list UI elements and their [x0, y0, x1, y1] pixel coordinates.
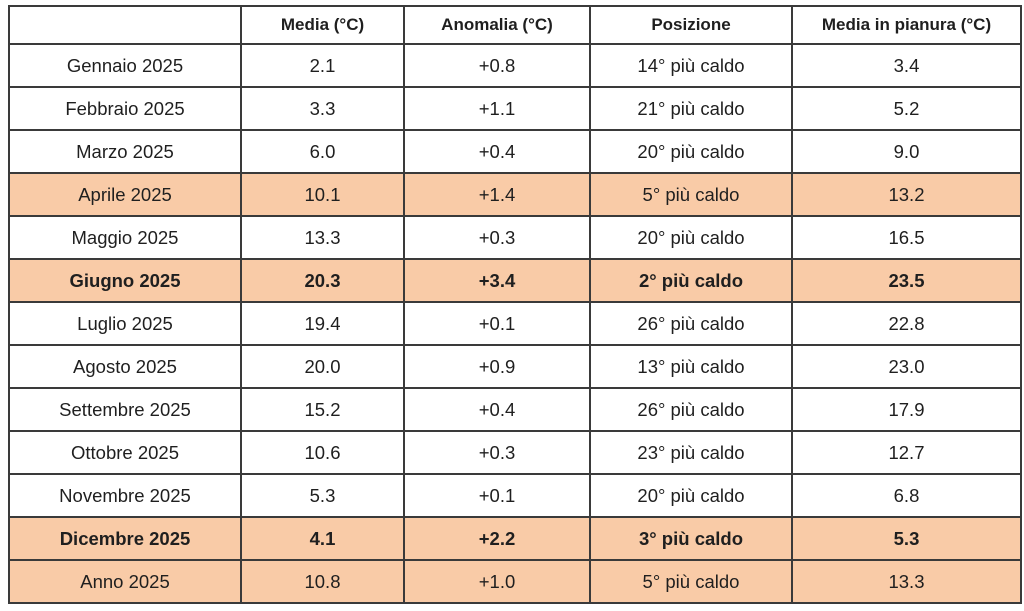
media-pianura-cell: 3.4 [791, 43, 1022, 88]
media-cell: 3.3 [240, 86, 405, 131]
month-cell: Febbraio 2025 [8, 86, 242, 131]
table-row: Gennaio 2025 2.1 +0.8 14° più caldo 3.4 [8, 43, 1022, 88]
media-pianura-cell: 23.5 [791, 258, 1022, 303]
header-row: Media (°C) Anomalia (°C) Posizione Media… [8, 5, 1022, 45]
anomalia-cell: +1.0 [403, 559, 591, 604]
media-pianura-cell: 5.2 [791, 86, 1022, 131]
posizione-cell: 20° più caldo [589, 215, 793, 260]
table-row: Maggio 2025 13.3 +0.3 20° più caldo 16.5 [8, 215, 1022, 260]
anomalia-cell: +1.1 [403, 86, 591, 131]
posizione-cell: 23° più caldo [589, 430, 793, 475]
anomalia-cell: +0.3 [403, 430, 591, 475]
media-cell: 4.1 [240, 516, 405, 561]
month-cell: Gennaio 2025 [8, 43, 242, 88]
table-row: Giugno 2025 20.3 +3.4 2° più caldo 23.5 [8, 258, 1022, 303]
posizione-cell: 26° più caldo [589, 387, 793, 432]
month-cell: Giugno 2025 [8, 258, 242, 303]
table-row: Febbraio 2025 3.3 +1.1 21° più caldo 5.2 [8, 86, 1022, 131]
posizione-cell: 13° più caldo [589, 344, 793, 389]
col-header-anomalia: Anomalia (°C) [403, 5, 591, 45]
col-header-media-pianura: Media in pianura (°C) [791, 5, 1022, 45]
month-cell: Settembre 2025 [8, 387, 242, 432]
anomalia-cell: +0.9 [403, 344, 591, 389]
month-cell: Marzo 2025 [8, 129, 242, 174]
table-row: Agosto 2025 20.0 +0.9 13° più caldo 23.0 [8, 344, 1022, 389]
table-row: Ottobre 2025 10.6 +0.3 23° più caldo 12.7 [8, 430, 1022, 475]
month-cell: Novembre 2025 [8, 473, 242, 518]
col-header-posizione: Posizione [589, 5, 793, 45]
media-cell: 10.1 [240, 172, 405, 217]
media-pianura-cell: 22.8 [791, 301, 1022, 346]
media-cell: 13.3 [240, 215, 405, 260]
media-pianura-cell: 9.0 [791, 129, 1022, 174]
table-row: Settembre 2025 15.2 +0.4 26° più caldo 17.9 [8, 387, 1022, 432]
monthly-climate-table: Media (°C) Anomalia (°C) Posizione Media… [8, 5, 1022, 604]
posizione-cell: 21° più caldo [589, 86, 793, 131]
table-row: Aprile 2025 10.1 +1.4 5° più caldo 13.2 [8, 172, 1022, 217]
anomalia-cell: +0.1 [403, 473, 591, 518]
media-cell: 6.0 [240, 129, 405, 174]
media-pianura-cell: 5.3 [791, 516, 1022, 561]
anomalia-cell: +0.1 [403, 301, 591, 346]
anomalia-cell: +1.4 [403, 172, 591, 217]
media-pianura-cell: 13.2 [791, 172, 1022, 217]
col-header-media: Media (°C) [240, 5, 405, 45]
media-pianura-cell: 23.0 [791, 344, 1022, 389]
posizione-cell: 14° più caldo [589, 43, 793, 88]
anomalia-cell: +0.4 [403, 129, 591, 174]
media-cell: 2.1 [240, 43, 405, 88]
anomalia-cell: +2.2 [403, 516, 591, 561]
media-pianura-cell: 12.7 [791, 430, 1022, 475]
month-cell: Dicembre 2025 [8, 516, 242, 561]
media-cell: 20.0 [240, 344, 405, 389]
media-cell: 10.8 [240, 559, 405, 604]
anomalia-cell: +0.8 [403, 43, 591, 88]
media-cell: 19.4 [240, 301, 405, 346]
month-cell: Maggio 2025 [8, 215, 242, 260]
media-cell: 5.3 [240, 473, 405, 518]
anomalia-cell: +0.4 [403, 387, 591, 432]
climate-table-container: Media (°C) Anomalia (°C) Posizione Media… [8, 5, 1022, 604]
media-pianura-cell: 13.3 [791, 559, 1022, 604]
month-cell: Agosto 2025 [8, 344, 242, 389]
table-row: Luglio 2025 19.4 +0.1 26° più caldo 22.8 [8, 301, 1022, 346]
month-cell: Luglio 2025 [8, 301, 242, 346]
col-header-month [8, 5, 242, 45]
media-pianura-cell: 17.9 [791, 387, 1022, 432]
posizione-cell: 20° più caldo [589, 473, 793, 518]
posizione-cell: 20° più caldo [589, 129, 793, 174]
table-row: Novembre 2025 5.3 +0.1 20° più caldo 6.8 [8, 473, 1022, 518]
table-row: Anno 2025 10.8 +1.0 5° più caldo 13.3 [8, 559, 1022, 604]
posizione-cell: 5° più caldo [589, 172, 793, 217]
table-body: Gennaio 2025 2.1 +0.8 14° più caldo 3.4 Febbr… [8, 43, 1022, 604]
posizione-cell: 2° più caldo [589, 258, 793, 303]
media-pianura-cell: 6.8 [791, 473, 1022, 518]
table-row: Dicembre 2025 4.1 +2.2 3° più caldo 5.3 [8, 516, 1022, 561]
media-cell: 10.6 [240, 430, 405, 475]
month-cell: Ottobre 2025 [8, 430, 242, 475]
month-cell: Aprile 2025 [8, 172, 242, 217]
media-cell: 15.2 [240, 387, 405, 432]
media-pianura-cell: 16.5 [791, 215, 1022, 260]
posizione-cell: 3° più caldo [589, 516, 793, 561]
anomalia-cell: +3.4 [403, 258, 591, 303]
media-cell: 20.3 [240, 258, 405, 303]
table-row: Marzo 2025 6.0 +0.4 20° più caldo 9.0 [8, 129, 1022, 174]
posizione-cell: 5° più caldo [589, 559, 793, 604]
anomalia-cell: +0.3 [403, 215, 591, 260]
month-cell: Anno 2025 [8, 559, 242, 604]
posizione-cell: 26° più caldo [589, 301, 793, 346]
